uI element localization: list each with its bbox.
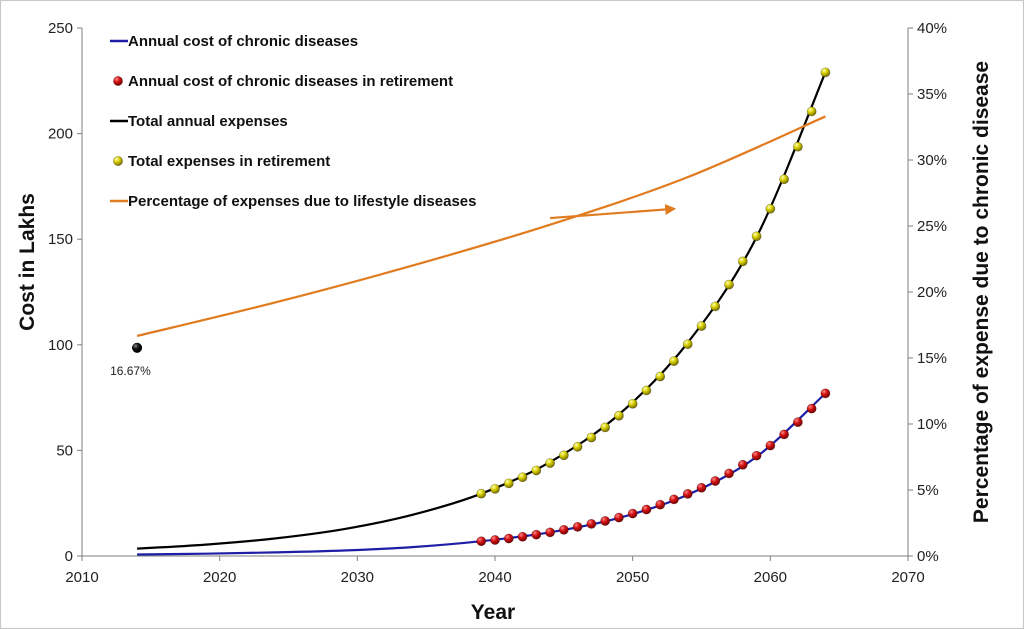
y2-tick-label: 30% (917, 152, 947, 169)
data-point-total-expenses-in-retirement (503, 478, 514, 489)
data-point-annual-cost-of-chronic-diseases-in-retirement (820, 388, 831, 399)
data-point-annual-cost-of-chronic-diseases-in-retirement (476, 536, 487, 547)
y2-tick-label: 10% (917, 416, 947, 433)
data-point-annual-cost-of-chronic-diseases-in-retirement (710, 476, 721, 486)
data-point-annual-cost-of-chronic-diseases-in-retirement (806, 403, 817, 414)
x-axis-title: Year (471, 601, 515, 624)
annotation-label: 16.67% (110, 364, 151, 378)
data-point-total-expenses-in-retirement (779, 174, 789, 185)
y2-tick-label: 15% (917, 350, 947, 367)
data-point-total-expenses-in-retirement (710, 301, 721, 312)
data-point-total-expenses-in-retirement (751, 231, 762, 242)
legend-swatch-annual-cost-of-chronic-diseases-in-retirement (113, 76, 123, 86)
axes: 2010 2020 2030 2040 2050 2060 2070 0 50 100 150 200… (48, 20, 947, 586)
data-point-annual-cost-of-chronic-diseases-in-retirement (669, 494, 679, 505)
data-point-total-expenses-in-retirement (655, 371, 666, 382)
data-point-annual-cost-of-chronic-diseases-in-retirement (490, 535, 500, 545)
data-point-annual-cost-of-chronic-diseases-in-retirement (751, 450, 762, 461)
y2-tick-label: 5% (917, 482, 939, 499)
x-tick-label: 2050 (616, 569, 649, 586)
y2-tick-label: 0% (917, 548, 939, 565)
data-point-annual-cost-of-chronic-diseases-in-retirement (503, 533, 514, 544)
data-point-annual-cost-of-chronic-diseases-in-retirement (600, 516, 611, 526)
data-point-total-expenses-in-retirement (476, 488, 487, 499)
legend-label-total-expenses-in-retirement: Total expenses in retirement (128, 153, 330, 170)
data-point-annual-cost-of-chronic-diseases-in-retirement (586, 518, 597, 529)
data-point-annual-cost-of-chronic-diseases-in-retirement (655, 499, 666, 510)
data-point-total-expenses-in-retirement (490, 483, 500, 494)
data-point-total-expenses-in-retirement (627, 398, 638, 409)
data-point-annual-cost-of-chronic-diseases-in-retirement (614, 512, 624, 523)
data-point-total-expenses-in-retirement (614, 410, 624, 421)
x-tick-label: 2020 (203, 569, 236, 586)
legend-label-annual-cost-of-chronic-diseases: Annual cost of chronic diseases (128, 33, 358, 50)
y-axis-title: Cost in Lakhs (16, 193, 39, 331)
y2-tick-label: 40% (917, 20, 947, 37)
data-point-total-expenses-in-retirement (641, 385, 652, 396)
legend-label-percentage-of-expenses-due-to-lifestyle-diseases: Percentage of expenses due to lifestyle … (128, 193, 477, 210)
data-point-total-expenses-in-retirement (682, 339, 693, 350)
data-point-total-expenses-in-retirement (669, 356, 679, 366)
y-tick-label: 150 (48, 231, 73, 248)
y-tick-label: 200 (48, 126, 73, 143)
legend-swatch-total-expenses-in-retirement (113, 156, 123, 166)
right-axis-arrow (549, 204, 677, 220)
data-point-annual-cost-of-chronic-diseases-in-retirement (779, 429, 789, 440)
data-point-total-expenses-in-retirement (586, 432, 597, 443)
data-point-total-expenses-in-retirement (765, 203, 776, 214)
data-point-annual-cost-of-chronic-diseases-in-retirement (737, 459, 748, 470)
y2-tick-label: 35% (917, 86, 947, 103)
data-point-total-expenses-in-retirement (724, 279, 734, 290)
annotations: 16.67% (110, 204, 677, 378)
start-point-marker (132, 342, 143, 353)
x-tick-label: 2040 (478, 569, 511, 586)
data-point-annual-cost-of-chronic-diseases-in-retirement (545, 527, 555, 538)
y2-tick-label: 20% (917, 284, 947, 301)
data-point-annual-cost-of-chronic-diseases-in-retirement (641, 504, 652, 515)
legend: Annual cost of chronic diseases Annual co… (110, 33, 477, 210)
data-point-total-expenses-in-retirement (545, 458, 555, 468)
y-tick-label: 100 (48, 337, 73, 354)
data-point-annual-cost-of-chronic-diseases-in-retirement (531, 529, 542, 540)
data-point-annual-cost-of-chronic-diseases-in-retirement (517, 531, 528, 542)
legend-label-total-annual-expenses: Total annual expenses (128, 113, 288, 130)
y-tick-label: 0 (65, 548, 73, 565)
data-point-annual-cost-of-chronic-diseases-in-retirement (765, 440, 776, 451)
x-tick-label: 2010 (65, 569, 98, 586)
legend-label-annual-cost-of-chronic-diseases-in-retirement: Annual cost of chronic diseases in retir… (128, 73, 453, 90)
x-tick-label: 2070 (891, 569, 924, 586)
data-point-total-expenses-in-retirement (696, 321, 707, 331)
y-tick-label: 250 (48, 20, 73, 37)
data-point-total-expenses-in-retirement (572, 441, 583, 452)
series-line-percentage-of-expenses-due-to-lifestyle-diseases (136, 115, 826, 338)
y2-tick-label: 25% (917, 218, 947, 235)
data-point-total-expenses-in-retirement (531, 465, 542, 476)
data-point-annual-cost-of-chronic-diseases-in-retirement (724, 468, 734, 479)
data-point-annual-cost-of-chronic-diseases-in-retirement (627, 508, 638, 519)
series-layer (136, 67, 831, 556)
data-point-total-expenses-in-retirement (820, 67, 831, 78)
y2-axis-title: Percentage of expense due to chronic dis… (970, 61, 993, 523)
data-point-total-expenses-in-retirement (558, 450, 569, 461)
data-point-total-expenses-in-retirement (737, 256, 748, 267)
data-point-total-expenses-in-retirement (517, 472, 528, 483)
data-point-total-expenses-in-retirement (806, 106, 817, 117)
y-tick-label: 50 (56, 442, 73, 459)
data-point-annual-cost-of-chronic-diseases-in-retirement (696, 482, 707, 493)
data-point-annual-cost-of-chronic-diseases-in-retirement (682, 489, 693, 499)
data-point-annual-cost-of-chronic-diseases-in-retirement (792, 417, 803, 427)
data-point-annual-cost-of-chronic-diseases-in-retirement (558, 524, 569, 535)
x-tick-label: 2030 (341, 569, 374, 586)
x-tick-label: 2060 (754, 569, 787, 586)
data-point-annual-cost-of-chronic-diseases-in-retirement (572, 521, 583, 532)
data-point-total-expenses-in-retirement (792, 141, 803, 152)
data-point-total-expenses-in-retirement (600, 422, 611, 433)
